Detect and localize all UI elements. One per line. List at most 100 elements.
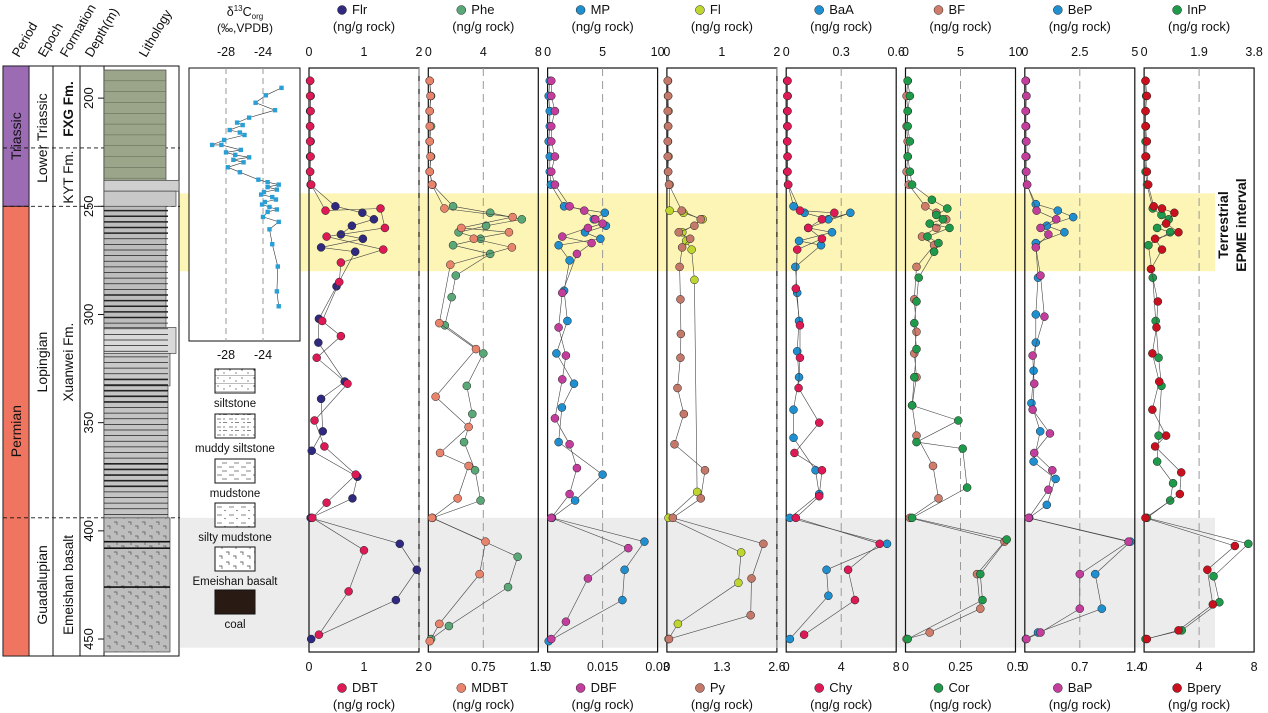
data-point-bpery [1141, 122, 1150, 131]
legend-label: siltstone [214, 398, 256, 410]
bottom-legend-marker [933, 683, 944, 693]
data-point-bpery [1157, 245, 1167, 254]
top-tick-label: 2 [416, 45, 423, 59]
data-point-chy [843, 565, 853, 575]
carbon-point [274, 187, 280, 192]
data-point-py [676, 329, 686, 339]
bottom-tick-label: 1.3 [713, 660, 730, 674]
data-point-cor [978, 595, 987, 605]
data-point-bpery [1142, 167, 1152, 176]
data-point-dbf [565, 202, 574, 211]
data-point-bpery [1148, 405, 1157, 414]
carbon-point [272, 107, 278, 113]
data-point-dbt [306, 106, 315, 116]
data-point-bap [1021, 106, 1030, 116]
data-point-bep [1035, 427, 1045, 436]
bottom-legend-units: (ng/g rock) [452, 697, 514, 712]
data-point-cor [912, 344, 921, 354]
data-point-dbt [335, 277, 344, 287]
bottom-legend-units: (ng/g rock) [929, 697, 991, 712]
data-point-py [679, 409, 689, 419]
data-point-dbf [565, 440, 574, 449]
formation-label: FXG Fm. [61, 81, 76, 137]
carbon-point [246, 155, 252, 160]
carbon-point [265, 184, 270, 190]
bottom-tick-label: 4 [838, 660, 845, 674]
data-point-dbt [343, 379, 352, 388]
data-point-chy [830, 208, 839, 218]
data-point-bap [1031, 243, 1041, 252]
data-point-py [747, 574, 756, 583]
depth-tick-label: 300 [81, 304, 96, 326]
data-point-bpery [1141, 76, 1150, 86]
data-point-py [700, 466, 710, 475]
data-point-mdbt [464, 422, 473, 432]
top-tick-label: 0 [902, 45, 909, 59]
data-point-bpery [1161, 431, 1171, 440]
data-point-fl [736, 548, 746, 557]
carbon-tick-bottom: -28 [217, 348, 235, 362]
lithology-unit [103, 385, 169, 519]
data-point-bpery [1150, 234, 1160, 244]
data-point-bf [934, 494, 943, 503]
data-point-bf [921, 202, 930, 211]
carbon-point [242, 132, 247, 138]
bottom-tick-label: 0 [1021, 660, 1028, 674]
data-point-cor [903, 152, 912, 161]
highlight-band [180, 517, 1215, 648]
legend-swatch [214, 458, 256, 484]
data-point-flr [358, 234, 368, 244]
top-tick-label: 1 [718, 45, 725, 59]
data-point-cor [932, 210, 941, 220]
data-point-baa [791, 262, 800, 272]
data-point-py [685, 234, 695, 244]
data-point-dbf [561, 351, 571, 360]
data-point-py [690, 221, 699, 231]
data-point-bpery [1143, 180, 1153, 189]
data-point-bf [928, 461, 938, 471]
lithology-unit [103, 179, 180, 192]
panel-phe: 0 4 8 0 0.75 1.5 Phe (ng/g rock) MDBT (ng/g rock) [425, 2, 547, 712]
data-point-chy [790, 448, 799, 458]
bottom-tick-label: 0.03 [645, 660, 669, 674]
period-bar [2, 205, 30, 657]
data-point-chy [784, 180, 793, 189]
data-point-bpery [1176, 468, 1186, 477]
data-point-baa [824, 591, 833, 600]
data-point-dbt [336, 258, 346, 267]
data-point-dbt [322, 498, 331, 507]
data-point-baa [785, 634, 795, 644]
top-legend-label: BeP [1068, 2, 1093, 17]
data-point-dbf [547, 91, 556, 101]
data-point-chy [817, 466, 827, 475]
data-point-bap [1021, 76, 1030, 86]
top-tick-label: 8 [535, 45, 542, 59]
data-point-chy [795, 321, 805, 330]
data-point-cor [954, 416, 963, 425]
panel-inp: 0 1.9 3.8 0 4 8 InP (ng/g rock) Bpery (ng/g rock) [1141, 2, 1263, 712]
data-point-bf [912, 327, 921, 337]
data-point-bap [1022, 180, 1032, 189]
depth-tick-label: 200 [81, 87, 96, 109]
data-point-bpery [1175, 489, 1185, 499]
data-point-bap [1044, 230, 1053, 239]
carbon-point [279, 85, 284, 91]
bottom-legend-marker [814, 683, 824, 693]
period-label: Permian [8, 405, 24, 457]
lithology-legend: siltstone muddy siltstone mudstone silty mu… [192, 368, 278, 631]
data-point-py [664, 634, 674, 644]
data-point-mdbt [425, 76, 435, 86]
data-point-inp [1144, 240, 1153, 250]
data-point-dbf [558, 375, 567, 384]
data-point-mdbt [471, 344, 481, 354]
data-point-mdbt [440, 204, 449, 213]
legend-swatch [214, 546, 256, 572]
carbon-point [209, 142, 215, 148]
data-point-dbf [558, 288, 567, 298]
carbon-point [265, 179, 270, 185]
data-point-flr [314, 338, 323, 347]
data-point-bpery [1170, 208, 1179, 218]
formation-label: KYT Fm. [61, 151, 76, 204]
